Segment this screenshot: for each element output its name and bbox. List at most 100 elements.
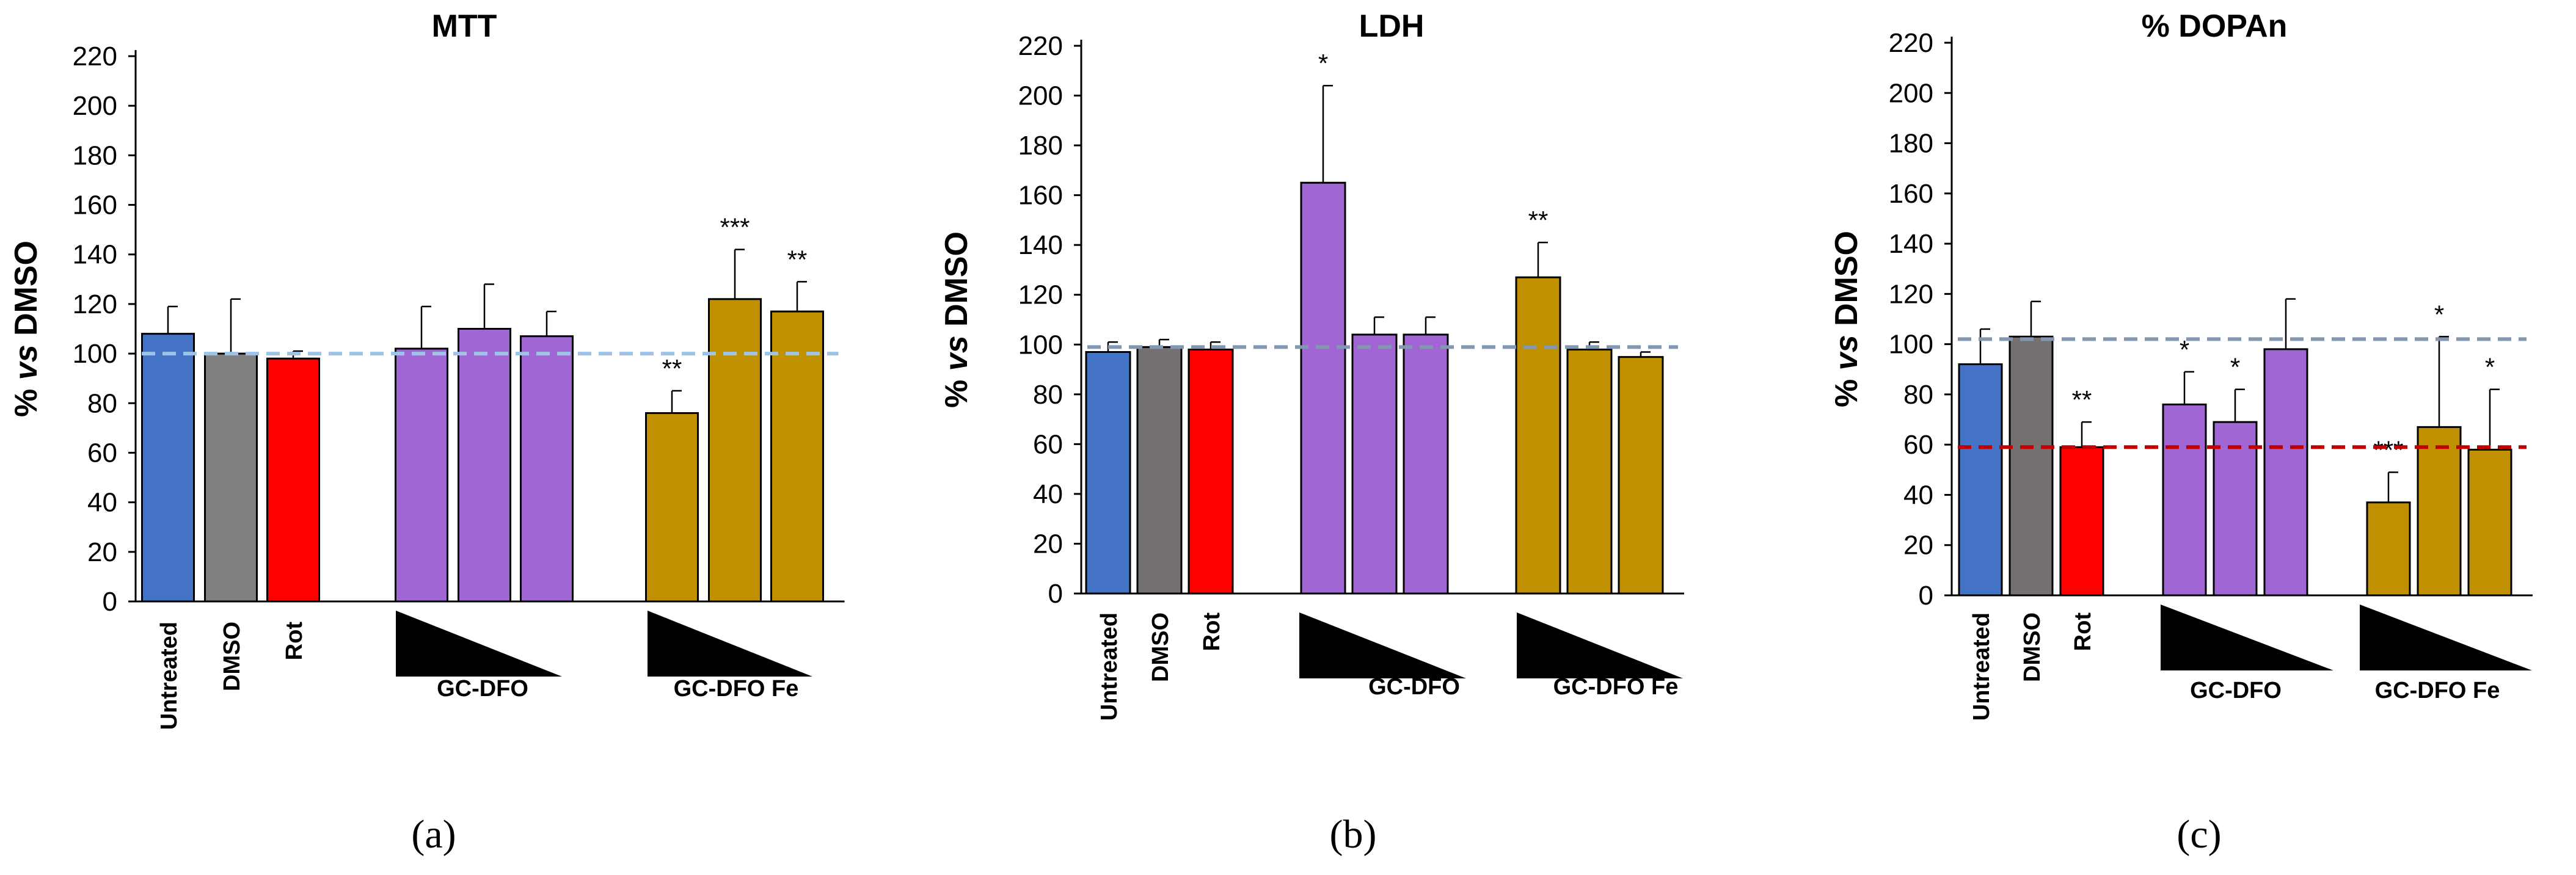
panel-a-mtt-chart: MTT% vs DMSO0204060801001201401601802002…	[9, 9, 845, 857]
y-tick-label: 140	[1018, 230, 1063, 260]
y-axis-label: % vs DMSO	[1829, 231, 1864, 407]
category-label: DMSO	[219, 622, 245, 691]
y-tick-label: 220	[1889, 28, 1933, 58]
y-axis-label-part: DMSO	[9, 241, 44, 344]
y-tick-label: 160	[73, 191, 117, 220]
category-label: Untreated	[156, 622, 182, 730]
y-tick-label: 160	[1018, 181, 1063, 211]
dose-gradient-triangle	[1299, 612, 1466, 678]
panel-c-dopan-chart: % DOPAn% vs DMSO020406080100120140160180…	[1829, 9, 2533, 857]
bar	[266, 357, 320, 603]
bar	[141, 333, 195, 603]
y-tick-label: 220	[73, 42, 117, 71]
dose-gradient-triangle	[648, 611, 812, 677]
bar	[1085, 351, 1131, 595]
significance-marker: *	[2230, 353, 2240, 382]
bar	[1188, 348, 1234, 595]
bar	[1618, 356, 1664, 595]
y-tick-label: 120	[1889, 279, 1933, 309]
bar	[2467, 448, 2512, 597]
y-tick-label: 120	[1018, 280, 1063, 310]
significance-marker: **	[662, 354, 682, 383]
y-tick-label: 100	[73, 339, 117, 369]
panel-label: (a)	[411, 812, 456, 857]
y-tick-label: 60	[87, 438, 117, 468]
significance-marker: **	[2072, 385, 2092, 414]
dose-gradient-triangle	[2161, 605, 2333, 670]
significance-marker: *	[2434, 300, 2444, 329]
y-tick-label: 120	[73, 289, 117, 319]
chart-title: LDH	[1359, 9, 1425, 44]
category-label: Untreated	[1096, 612, 1122, 721]
bar	[708, 298, 762, 603]
bar	[2162, 403, 2207, 597]
category-label: Rot	[1199, 612, 1225, 652]
y-tick-label: 60	[1903, 430, 1933, 460]
y-tick-label: 0	[103, 587, 117, 617]
y-tick-label: 180	[73, 140, 117, 170]
y-tick-label: 140	[73, 240, 117, 270]
y-axis-label-part: %	[1829, 370, 1864, 407]
y-axis-label: % vs DMSO	[939, 231, 974, 408]
bar	[2263, 348, 2308, 597]
bar	[1136, 346, 1183, 595]
significance-marker: **	[1528, 206, 1549, 234]
significance-marker: **	[787, 245, 808, 274]
y-tick-label: 20	[1033, 529, 1063, 559]
bar	[204, 352, 258, 603]
chart-title: MTT	[432, 9, 497, 44]
dose-gradient-triangle	[2360, 605, 2532, 670]
y-axis-label-part: vs	[9, 344, 44, 380]
y-axis-label-part: %	[939, 371, 974, 408]
panel-b-ldh-chart: LDH% vs DMSO0204060801001201401601802002…	[939, 9, 1684, 857]
significance-marker: *	[2180, 335, 2189, 364]
chart-title: % DOPAn	[2142, 9, 2288, 44]
y-tick-label: 80	[1033, 380, 1063, 410]
y-tick-label: 220	[1018, 31, 1063, 61]
bar	[1403, 333, 1449, 595]
y-tick-label: 40	[1033, 479, 1063, 509]
bar	[2417, 426, 2462, 597]
bar	[1515, 276, 1561, 595]
y-tick-label: 40	[1903, 480, 1933, 510]
significance-marker: ***	[720, 213, 750, 242]
bar	[458, 328, 511, 603]
y-tick-label: 80	[87, 388, 117, 418]
bar	[520, 335, 574, 603]
y-tick-label: 200	[1889, 78, 1933, 108]
y-tick-label: 140	[1889, 229, 1933, 259]
category-label: DMSO	[1148, 612, 1173, 682]
bar	[2059, 446, 2104, 597]
bar	[645, 412, 699, 603]
y-tick-label: 100	[1018, 330, 1063, 360]
panel-label: (b)	[1330, 812, 1377, 857]
bar	[2366, 501, 2411, 597]
category-label: Rot	[2070, 612, 2096, 652]
y-tick-label: 0	[1048, 579, 1063, 609]
y-tick-label: 0	[1919, 581, 1933, 611]
significance-marker: ***	[2373, 435, 2403, 464]
group-label: GC-DFO	[437, 676, 528, 702]
y-tick-label: 180	[1018, 131, 1063, 161]
significance-marker: *	[1318, 49, 1328, 78]
significance-marker: *	[2485, 353, 2495, 382]
bar	[1351, 333, 1398, 595]
bar	[395, 347, 448, 603]
bar	[1566, 348, 1613, 595]
dose-gradient-triangle	[1517, 612, 1683, 678]
y-tick-label: 20	[1903, 531, 1933, 561]
group-label: GC-DFO Fe	[1553, 674, 1679, 700]
y-tick-label: 20	[87, 537, 117, 567]
y-axis-label-part: DMSO	[1829, 231, 1864, 335]
bar	[2009, 335, 2054, 597]
group-label: GC-DFO Fe	[2375, 678, 2500, 703]
y-axis-label-part: vs	[1829, 335, 1864, 370]
category-label: DMSO	[2020, 612, 2045, 682]
bar	[2213, 421, 2258, 597]
y-tick-label: 60	[1033, 429, 1063, 459]
group-label: GC-DFO	[2190, 678, 2282, 703]
category-label: Untreated	[1969, 612, 1994, 721]
y-axis-label-part: DMSO	[939, 231, 974, 335]
y-axis-label: % vs DMSO	[9, 241, 44, 417]
bar	[1300, 181, 1346, 595]
